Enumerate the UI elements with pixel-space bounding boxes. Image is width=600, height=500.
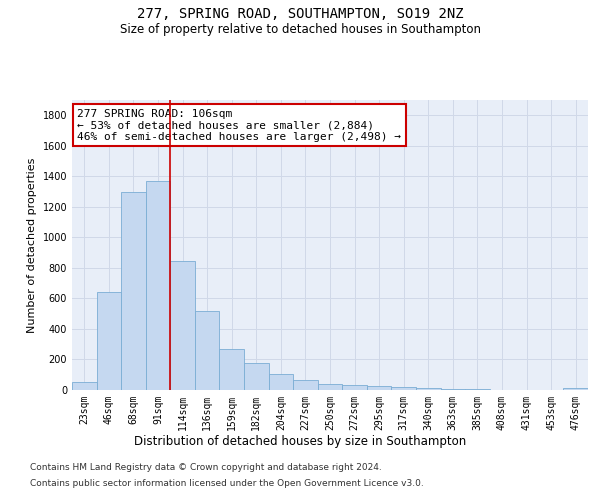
- Text: Contains public sector information licensed under the Open Government Licence v3: Contains public sector information licen…: [30, 478, 424, 488]
- Bar: [391, 388, 416, 390]
- Bar: [72, 382, 97, 390]
- Bar: [563, 388, 588, 390]
- Bar: [440, 389, 465, 390]
- Bar: [146, 181, 170, 390]
- Bar: [170, 261, 195, 390]
- Bar: [465, 389, 490, 390]
- Text: Distribution of detached houses by size in Southampton: Distribution of detached houses by size …: [134, 435, 466, 448]
- Y-axis label: Number of detached properties: Number of detached properties: [27, 158, 37, 332]
- Text: Size of property relative to detached houses in Southampton: Size of property relative to detached ho…: [119, 22, 481, 36]
- Text: 277, SPRING ROAD, SOUTHAMPTON, SO19 2NZ: 277, SPRING ROAD, SOUTHAMPTON, SO19 2NZ: [137, 8, 463, 22]
- Bar: [195, 310, 220, 390]
- Text: Contains HM Land Registry data © Crown copyright and database right 2024.: Contains HM Land Registry data © Crown c…: [30, 464, 382, 472]
- Bar: [244, 364, 269, 390]
- Bar: [220, 349, 244, 390]
- Bar: [416, 388, 440, 390]
- Bar: [293, 380, 318, 390]
- Bar: [318, 384, 342, 390]
- Bar: [342, 384, 367, 390]
- Bar: [367, 386, 391, 390]
- Bar: [269, 374, 293, 390]
- Bar: [121, 192, 146, 390]
- Text: 277 SPRING ROAD: 106sqm
← 53% of detached houses are smaller (2,884)
46% of semi: 277 SPRING ROAD: 106sqm ← 53% of detache…: [77, 108, 401, 142]
- Bar: [97, 292, 121, 390]
